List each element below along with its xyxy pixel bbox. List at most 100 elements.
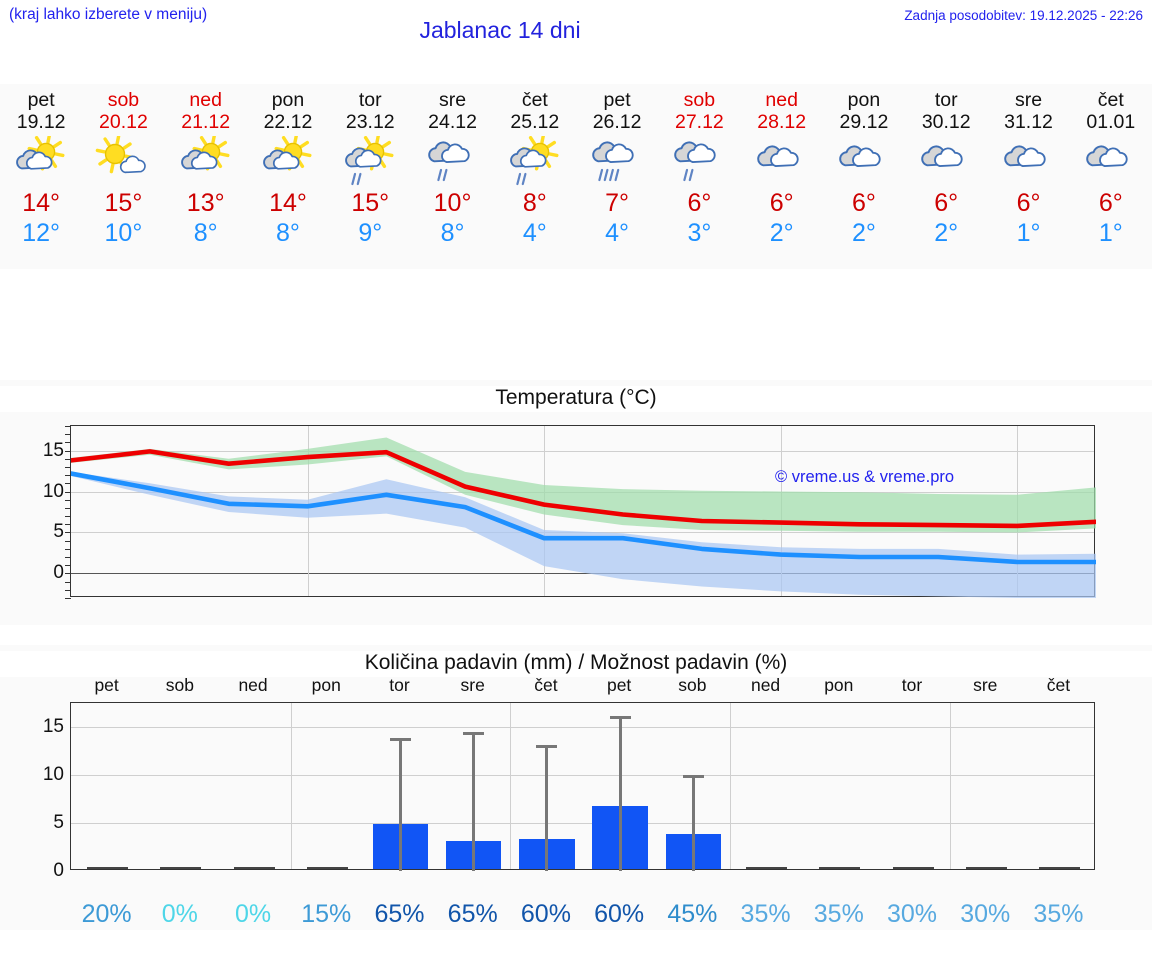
copyright-text: © vreme.us & vreme.pro xyxy=(775,468,955,486)
forecast-day-date: 28.12 xyxy=(757,111,807,133)
forecast-day-column[interactable]: sob 27.12 6° 3° xyxy=(658,84,740,269)
precipitation-y-axis-label: 0 xyxy=(53,860,64,881)
temperature-y-axis-tick xyxy=(65,540,71,542)
precipitation-probability-value: 35% xyxy=(740,900,791,928)
weather-partly-cloudy-rain-2-icon xyxy=(494,134,576,188)
precipitation-probability-value: 15% xyxy=(301,900,352,928)
temperature-y-axis-tick xyxy=(65,499,71,501)
forecast-day-column[interactable]: pet 26.12 7° 4° xyxy=(576,84,658,269)
temperature-y-axis-tick xyxy=(65,598,71,599)
forecast-day-name: ned xyxy=(189,89,222,111)
precipitation-probability-value: 65% xyxy=(374,900,425,928)
forecast-temp-min: 2° xyxy=(852,219,876,247)
temperature-y-axis-label: 10 xyxy=(42,480,64,502)
daily-forecast-strip: pet 19.12 14° 12° sob 20.12 15° 10° ned 21.12 1… xyxy=(0,84,1152,269)
temperature-y-axis-tick xyxy=(65,565,71,567)
forecast-temp-max: 6° xyxy=(1098,189,1123,217)
precipitation-day-label: pet xyxy=(606,675,632,695)
forecast-day-column[interactable]: čet 25.12 8° 4° xyxy=(494,84,576,269)
temperature-y-axis-tick xyxy=(65,548,71,550)
forecast-day-date: 20.12 xyxy=(99,111,148,133)
forecast-day-column[interactable]: pet 19.12 14° 12° xyxy=(0,84,82,269)
forecast-day-column[interactable]: pon 22.12 14° 8° xyxy=(247,84,329,269)
precipitation-day-label: sre xyxy=(460,675,485,695)
forecast-day-date: 27.12 xyxy=(674,111,724,133)
temperature-y-axis-label: 5 xyxy=(53,521,64,543)
precipitation-probability-value: 45% xyxy=(667,900,718,928)
forecast-temp-max: 6° xyxy=(1016,189,1041,217)
precipitation-probability-value: 0% xyxy=(161,900,198,928)
forecast-day-column[interactable]: sre 24.12 10° 8° xyxy=(411,84,493,269)
forecast-day-column[interactable]: pon 29.12 6° 2° xyxy=(823,84,905,269)
precipitation-bar-empty[interactable] xyxy=(1038,867,1080,869)
precipitation-bar-empty[interactable] xyxy=(965,867,1007,869)
forecast-day-name: pet xyxy=(603,89,631,111)
precipitation-bar-empty[interactable] xyxy=(819,867,861,869)
precipitation-probability-value: 30% xyxy=(886,900,938,928)
precipitation-max-whisker-cap xyxy=(390,737,411,741)
precipitation-bar-empty[interactable] xyxy=(306,867,348,869)
forecast-temp-max: 13° xyxy=(186,189,225,217)
forecast-day-name: sob xyxy=(683,89,716,111)
precipitation-day-label: sob xyxy=(165,675,194,695)
precipitation-day-labels: pet sob ned pon tor sre čet pet sob ned pon tor sre č… xyxy=(70,675,1095,699)
weather-cloudy-icon xyxy=(1070,134,1152,188)
forecast-day-column[interactable]: tor 30.12 6° 2° xyxy=(905,84,987,269)
forecast-temp-max: 8° xyxy=(522,189,547,217)
precipitation-probability-value: 35% xyxy=(813,900,864,928)
page-title: Jablanac 14 dni xyxy=(419,17,581,43)
forecast-day-date: 01.01 xyxy=(1086,111,1136,133)
precipitation-vertical-gridline xyxy=(949,703,951,869)
temperature-y-axis-tick xyxy=(65,491,71,493)
forecast-temp-max: 15° xyxy=(104,189,143,217)
forecast-day-column[interactable]: ned 28.12 6° 2° xyxy=(741,84,823,269)
precipitation-max-whisker xyxy=(618,716,622,871)
forecast-day-name: tor xyxy=(358,89,382,111)
weather-cloudy-rain-2-icon xyxy=(411,134,493,188)
precipitation-max-whisker-cap xyxy=(463,731,485,735)
precipitation-day-label: pon xyxy=(311,675,341,695)
precipitation-probability-value: 60% xyxy=(520,900,571,928)
forecast-day-name: sob xyxy=(107,89,140,111)
precipitation-gridline xyxy=(71,823,1094,824)
precipitation-day-label: pon xyxy=(824,675,854,695)
precipitation-bar-empty[interactable] xyxy=(892,867,934,869)
forecast-temp-min: 1° xyxy=(1098,219,1123,247)
page-header: (kraj lahko izberete v meniju) Jablanac … xyxy=(0,0,1152,66)
precipitation-bar-empty[interactable] xyxy=(746,867,787,869)
forecast-temp-min: 10° xyxy=(104,219,143,247)
precipitation-bar-empty[interactable] xyxy=(233,867,275,869)
weather-partly-cloudy-rain-2-icon xyxy=(329,134,411,188)
forecast-temp-min: 4° xyxy=(605,219,630,247)
forecast-day-column[interactable]: tor 23.12 15° 9° xyxy=(329,84,411,269)
forecast-temp-min: 2° xyxy=(934,219,959,247)
temperature-chart-title: Temperatura (°C) xyxy=(0,386,1152,412)
forecast-day-date: 30.12 xyxy=(921,111,971,133)
precipitation-day-label: čet xyxy=(534,675,558,695)
temperature-y-axis-tick xyxy=(65,475,71,477)
forecast-day-name: pon xyxy=(847,89,881,111)
forecast-day-name: čet xyxy=(521,89,548,111)
precipitation-bar-empty[interactable] xyxy=(87,867,129,869)
temperature-y-axis-tick xyxy=(65,557,71,559)
precipitation-max-whisker xyxy=(545,745,549,871)
forecast-day-column[interactable]: sre 31.12 6° 1° xyxy=(987,84,1069,269)
forecast-day-column[interactable]: ned 21.12 13° 8° xyxy=(165,84,247,269)
precipitation-probability-value: 65% xyxy=(447,900,498,928)
menu-hint-text: (kraj lahko izberete v meniju) xyxy=(9,6,208,23)
precipitation-bar-empty[interactable] xyxy=(160,867,202,869)
temperature-y-axis-tick xyxy=(65,483,71,485)
precipitation-plot-area: 0 5 10 15 xyxy=(43,702,1095,881)
temperature-y-axis-tick xyxy=(65,426,71,427)
forecast-day-name: sre xyxy=(439,89,467,111)
precipitation-probability-value: 35% xyxy=(1033,900,1084,928)
forecast-temp-min: 9° xyxy=(358,219,383,247)
forecast-day-name: čet xyxy=(1097,89,1124,111)
forecast-day-date: 19.12 xyxy=(16,111,66,133)
forecast-day-column[interactable]: čet 01.01 6° 1° xyxy=(1070,84,1152,269)
forecast-day-column[interactable]: sob 20.12 15° 10° xyxy=(82,84,164,269)
precipitation-chart-title: Količina padavin (mm) / Možnost padavin … xyxy=(0,651,1152,677)
precipitation-day-label: tor xyxy=(389,675,410,695)
temperature-plot-area: 0 5 10 15 xyxy=(43,425,1096,599)
forecast-temp-max: 10° xyxy=(433,189,472,217)
